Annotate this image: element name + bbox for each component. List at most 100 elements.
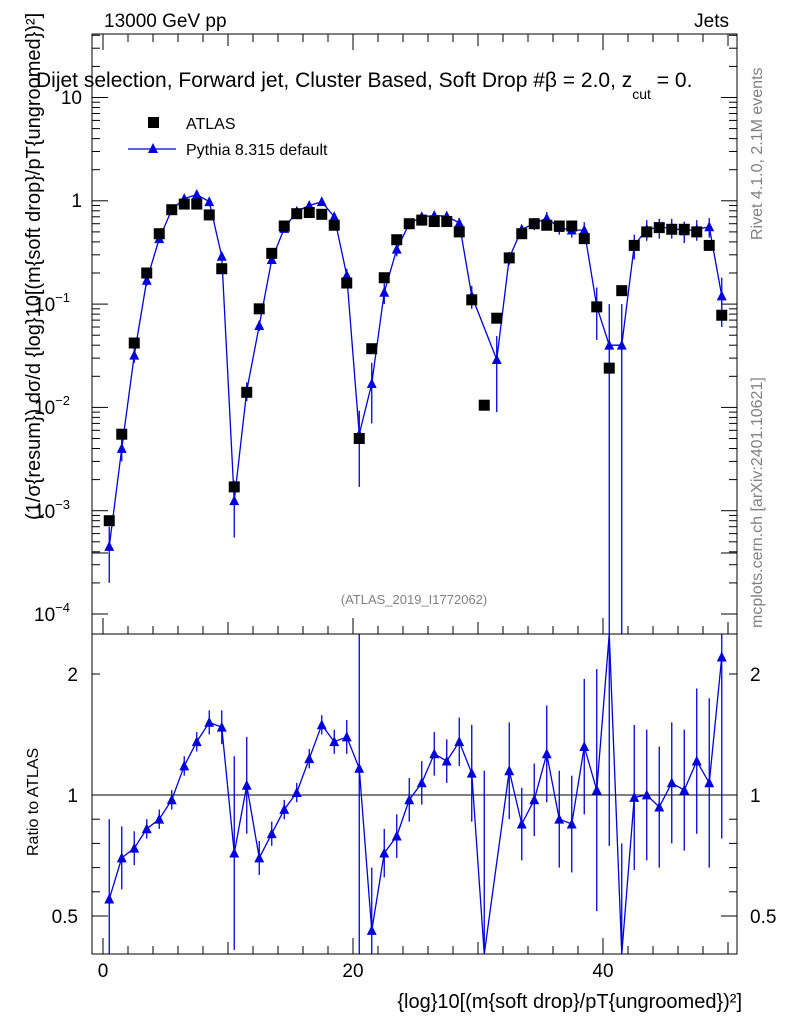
ratio-point bbox=[391, 830, 402, 841]
mc-point bbox=[216, 250, 227, 261]
ratio-point bbox=[254, 852, 265, 863]
atlas-point bbox=[103, 515, 115, 527]
ytick-label-1e-3: 10−3 bbox=[34, 497, 70, 523]
atlas-point bbox=[516, 228, 528, 240]
mc-point bbox=[316, 196, 327, 207]
mc-point bbox=[191, 189, 202, 199]
ratio-tick-label-0.5: 0.5 bbox=[52, 907, 78, 928]
ratio-point bbox=[104, 893, 115, 904]
ratio-point bbox=[329, 736, 340, 747]
ratio-point bbox=[204, 716, 215, 727]
ratio-point bbox=[654, 801, 665, 812]
ratio-point bbox=[591, 784, 602, 795]
ratio-line bbox=[108, 633, 723, 955]
ratio-point bbox=[304, 753, 315, 764]
mc-point bbox=[329, 211, 340, 222]
atlas-point bbox=[241, 386, 253, 398]
ratio-series bbox=[104, 633, 727, 955]
main-y-tick-labels: 10 1 10−1 10−2 10−3 10−4 bbox=[34, 88, 82, 626]
ratio-point bbox=[404, 794, 415, 805]
atlas-point bbox=[178, 198, 190, 210]
mc-point bbox=[129, 349, 140, 360]
ratio-point bbox=[354, 762, 365, 773]
analysis-id-label: (ATLAS_2019_I1772062) bbox=[341, 592, 487, 607]
ytick-label-1e-4: 10−4 bbox=[34, 600, 70, 626]
atlas-point bbox=[278, 220, 290, 232]
atlas-point bbox=[303, 207, 315, 219]
atlas-point bbox=[203, 209, 215, 221]
ratio-point bbox=[716, 651, 727, 662]
legend-mc-label: Pythia 8.315 default bbox=[186, 142, 328, 159]
x-tick-labels: 0 20 40 bbox=[98, 961, 614, 982]
mc-point bbox=[491, 354, 502, 365]
atlas-point bbox=[578, 233, 590, 245]
ratio-tick-label-2: 2 bbox=[67, 665, 78, 686]
ratio-point bbox=[466, 767, 477, 778]
atlas-point bbox=[678, 223, 690, 235]
atlas-point bbox=[266, 247, 278, 259]
atlas-point bbox=[141, 267, 153, 279]
ratio-point bbox=[116, 852, 127, 863]
atlas-point bbox=[591, 301, 603, 313]
atlas-point bbox=[616, 285, 628, 297]
atlas-point bbox=[628, 239, 640, 251]
atlas-point bbox=[466, 294, 478, 306]
ytick-label-1e-2: 10−2 bbox=[34, 393, 70, 419]
atlas-point bbox=[653, 222, 665, 234]
mc-point bbox=[254, 320, 265, 330]
atlas-point bbox=[153, 228, 165, 240]
mc-point bbox=[366, 378, 377, 388]
atlas-point bbox=[391, 234, 403, 246]
mc-point bbox=[716, 290, 727, 301]
atlas-point bbox=[641, 226, 653, 238]
atlas-point bbox=[166, 204, 178, 216]
ratio-point bbox=[129, 842, 140, 853]
ratio-point bbox=[241, 779, 252, 790]
atlas-point bbox=[666, 223, 678, 235]
legend-data-label: ATLAS bbox=[186, 116, 236, 133]
atlas-point bbox=[553, 220, 565, 232]
ratio-point bbox=[166, 794, 177, 805]
atlas-point bbox=[291, 208, 303, 220]
ratio-tick-label-1: 1 bbox=[67, 786, 78, 807]
atlas-point bbox=[691, 226, 703, 238]
atlas-point bbox=[191, 198, 203, 210]
mc-point bbox=[341, 269, 352, 280]
atlas-point bbox=[428, 216, 440, 228]
ratio-point bbox=[366, 925, 377, 935]
ratio-point bbox=[154, 813, 165, 824]
atlas-point bbox=[491, 312, 503, 324]
energy-label: 13000 GeV pp bbox=[104, 11, 227, 32]
ratio-point bbox=[229, 847, 240, 858]
mc-point bbox=[266, 254, 277, 264]
ratio-point bbox=[341, 731, 352, 742]
ratio-plot-frame bbox=[91, 633, 738, 955]
ratio-y-axis-label: Ratio to ATLAS bbox=[25, 748, 42, 856]
xtick-label-40: 40 bbox=[592, 961, 613, 982]
ratio-point bbox=[516, 818, 527, 829]
mc-point bbox=[116, 443, 127, 453]
atlas-point bbox=[478, 399, 490, 411]
atlas-point bbox=[316, 208, 328, 220]
mc-point bbox=[454, 217, 465, 228]
ratio-point bbox=[191, 736, 202, 747]
ratio-point bbox=[441, 755, 452, 766]
ratio-point bbox=[666, 777, 677, 788]
ratio-tick-label-right-0.5: 0.5 bbox=[750, 907, 776, 928]
ratio-point bbox=[579, 741, 590, 751]
ratio-point bbox=[704, 777, 715, 788]
atlas-point bbox=[378, 272, 390, 284]
atlas-point bbox=[566, 220, 578, 232]
rivet-version-label: Rivet 4.1.0, 2.1M events bbox=[749, 67, 766, 240]
ratio-point bbox=[179, 760, 190, 771]
atlas-point bbox=[603, 362, 615, 374]
ratio-point bbox=[629, 791, 640, 802]
mc-point bbox=[616, 339, 627, 350]
legend-mc-marker bbox=[148, 143, 158, 153]
atlas-point bbox=[441, 216, 453, 228]
ratio-point bbox=[279, 804, 290, 814]
atlas-point bbox=[128, 337, 140, 349]
atlas-point bbox=[341, 277, 353, 289]
ratio-point bbox=[529, 794, 540, 805]
